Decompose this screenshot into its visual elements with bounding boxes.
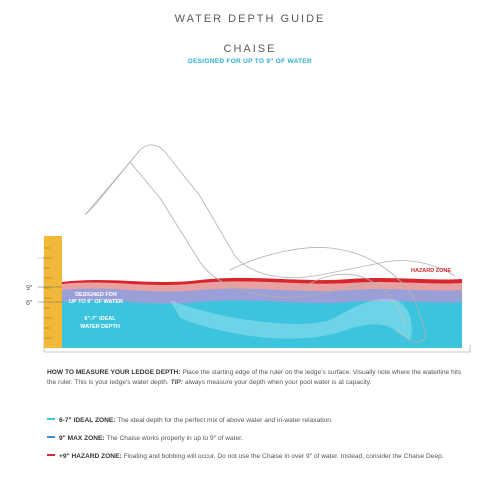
measure-instructions-heading: HOW TO MEASURE YOUR LEDGE DEPTH: xyxy=(47,369,181,376)
ruler-ticks xyxy=(44,247,52,339)
depth-ruler xyxy=(44,236,62,348)
measure-instructions: HOW TO MEASURE YOUR LEDGE DEPTH: Place t… xyxy=(47,368,472,388)
max-zone-label-line-1: DESIGNED FOR xyxy=(75,292,117,298)
product-name: CHAISE xyxy=(223,43,277,55)
chaise-submerged-shadow xyxy=(170,299,412,340)
measure-instructions-body: Place the starting edge of the ruler on … xyxy=(47,369,462,386)
hazard-zone-label: HAZARD ZONE xyxy=(411,268,451,274)
guide-title: WATER DEPTH GUIDE xyxy=(174,13,326,25)
hazard-zone-swatch xyxy=(47,454,55,457)
legend-max-zone: 9" MAX ZONE: The Chaise works properly i… xyxy=(47,434,477,444)
product-tagline: DESIGNED FOR UP TO 9" OF WATER xyxy=(187,58,313,65)
hazard-zone-description: Floating and bobbing will occur. Do not … xyxy=(121,453,444,460)
legend-ideal-zone: 6-7" IDEAL ZONE: The ideal depth for the… xyxy=(47,416,477,426)
ideal-zone-title: 6-7" IDEAL ZONE: xyxy=(59,417,116,424)
max-zone-title: 9" MAX ZONE: xyxy=(59,435,105,442)
hazard-zone-title: +9" HAZARD ZONE: xyxy=(59,453,122,460)
tip-label: TIP: xyxy=(170,379,184,386)
chaise-lounge-outline xyxy=(84,144,456,343)
ideal-zone-description: The ideal depth for the perfect mix of a… xyxy=(115,417,333,424)
ideal-zone-label-line-2: WATER DEPTH xyxy=(80,324,120,330)
max-zone-label-line-2: UP TO 9" OF WATER xyxy=(69,299,123,305)
tip-text: always measure your depth when your pool… xyxy=(183,379,372,386)
nine-inch-label: 9" xyxy=(26,285,33,292)
ideal-zone-water xyxy=(62,300,462,348)
six-inch-label: 6" xyxy=(26,300,33,307)
ideal-zone-swatch xyxy=(47,418,55,421)
max-zone-swatch xyxy=(47,436,55,439)
max-zone-description: The Chaise works properly in up to 9" of… xyxy=(104,435,243,442)
legend-hazard-zone: +9" HAZARD ZONE: Floating and bobbing wi… xyxy=(47,452,477,462)
ideal-zone-label-line-1: 6"-7" IDEAL xyxy=(84,316,116,322)
